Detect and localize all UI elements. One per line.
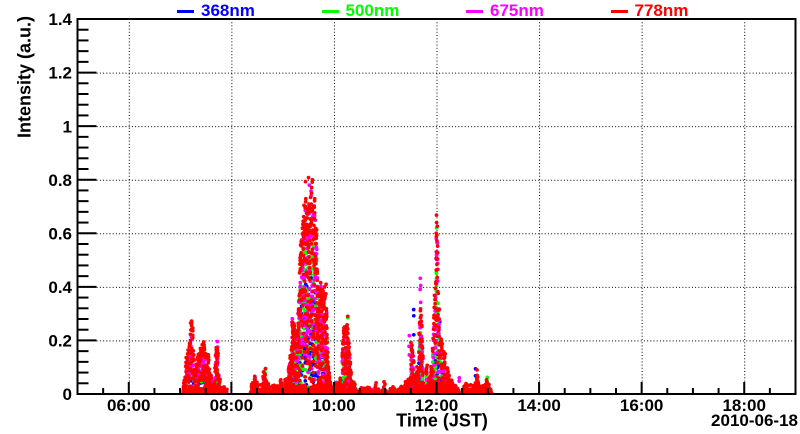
legend-entry-368nm: 368nm — [177, 2, 255, 20]
legend-line-icon — [466, 9, 483, 13]
legend-entry-778nm: 778nm — [610, 1, 689, 20]
series-points-778nm — [181, 175, 494, 395]
y-tick-label: 0.4 — [48, 278, 72, 297]
plot-frame — [76, 18, 797, 395]
y-tick-label: 1 — [63, 117, 72, 136]
legend-line-icon — [321, 9, 339, 13]
x-tick-label: 06:00 — [107, 396, 150, 415]
x-tick-label: 14:00 — [517, 396, 560, 415]
legend-label: 500nm — [345, 1, 400, 20]
legend-label: 368nm — [201, 1, 255, 20]
y-tick-label: 0 — [63, 385, 72, 404]
y-tick-label: 0.6 — [48, 224, 72, 243]
y-axis-title: Intensity (a.u.) — [14, 15, 35, 139]
legend-label: 778nm — [634, 1, 689, 20]
x-tick-label: 12:00 — [415, 396, 458, 415]
x-axis-title: Time (JST) — [396, 410, 488, 431]
legend-line-icon — [177, 9, 194, 13]
x-tick-label: 10:00 — [312, 396, 355, 415]
x-tick-label: 08:00 — [210, 396, 253, 415]
y-tick-label: 0.2 — [48, 332, 72, 351]
date-label: 2010-06-18 — [711, 411, 798, 430]
legend-label: 675nm — [490, 1, 544, 20]
y-tick-label: 1.4 — [48, 10, 72, 29]
legend-line-icon — [610, 9, 628, 13]
y-tick-label: 1.2 — [48, 64, 72, 83]
x-tick-label: 16:00 — [620, 396, 663, 415]
y-tick-label: 0.8 — [48, 171, 72, 190]
legend-entry-500nm: 500nm — [321, 1, 400, 20]
x-tick-label: 18:00 — [722, 396, 765, 415]
legend-entry-675nm: 675nm — [466, 2, 544, 20]
legend: 368nm 500nm 675nm 778nm — [0, 2, 800, 20]
